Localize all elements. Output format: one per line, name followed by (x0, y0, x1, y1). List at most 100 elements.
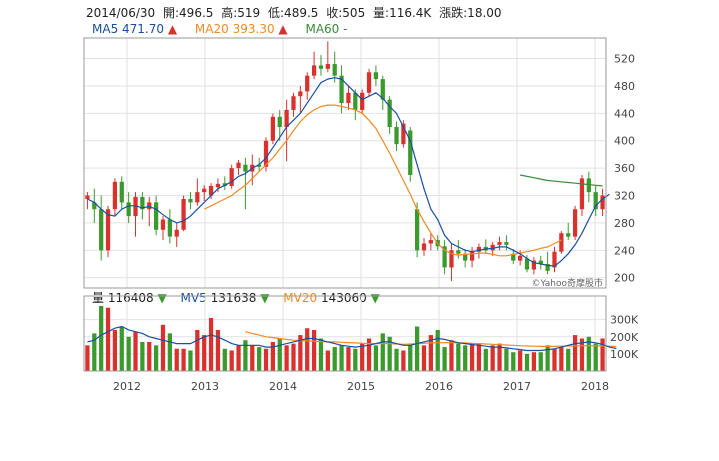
volume-bar (167, 333, 172, 371)
volume-y-tick-label: 200K (610, 331, 639, 344)
price-grid (84, 38, 606, 288)
candle-body (140, 196, 145, 210)
volume-y-tick-label: 100K (610, 348, 639, 361)
candle-body (442, 246, 447, 268)
candle-body (305, 75, 310, 92)
volume-bar (195, 329, 200, 371)
ma20-value: 393.30 (232, 22, 275, 36)
x-tick-label: 2017 (503, 380, 531, 393)
candle-body (318, 65, 324, 69)
volume-bar (538, 352, 543, 371)
candle-body (600, 195, 605, 210)
candle-body (428, 240, 433, 244)
price-y-tick-label: 240 (614, 244, 635, 257)
volume-bar (394, 348, 399, 371)
watermark: ©Yahoo奇摩股市 (532, 277, 604, 289)
candle-body (133, 196, 138, 217)
volume-bar (311, 329, 317, 371)
volume-bar (353, 348, 358, 371)
volume-bar (545, 345, 550, 371)
volume-down-arrow-icon: ▼ (157, 291, 167, 305)
candle-body (360, 92, 365, 110)
candle-body (531, 260, 537, 270)
ma5-line (87, 77, 610, 267)
volume-bar (147, 341, 152, 371)
volume-bar (236, 345, 241, 371)
candle-body (270, 116, 276, 141)
mv5-legend: MV5 131638 ▼ (181, 291, 274, 305)
x-tick-label: 2013 (191, 380, 219, 393)
volume-bar (215, 329, 221, 371)
volume-bar (133, 331, 138, 371)
candle-body (257, 164, 262, 167)
volume-bar (552, 348, 557, 371)
ma5-label: MA5 (92, 22, 119, 36)
mv5-line (87, 325, 617, 352)
candle-body (511, 253, 516, 261)
x-tick-label: 2014 (269, 380, 297, 393)
candle-body (572, 209, 578, 237)
price-y-tick-label: 440 (614, 107, 635, 120)
volume-bar (202, 335, 207, 371)
candle-body (373, 72, 379, 80)
volume-bar (243, 340, 248, 371)
volume-bar (469, 343, 475, 371)
volume-bar (476, 343, 482, 371)
axis-labels: 2012 2013 2014 2015 2016 2017 2018 200 240 280 320… (113, 53, 639, 393)
ma60-line (519, 174, 603, 187)
volume-bar (449, 340, 454, 371)
volume-legend-item: 量 116408 ▼ (92, 291, 171, 305)
candle-body (518, 255, 523, 261)
quote-open: 開:496.5 (163, 6, 214, 20)
volume-bar (531, 352, 537, 371)
x-tick-label: 2015 (347, 380, 375, 393)
price-y-tick-label: 200 (614, 272, 635, 285)
candle-body (366, 72, 372, 93)
volume-bar (593, 343, 598, 371)
candle-body (456, 250, 461, 254)
candle-body (408, 130, 413, 175)
x-tick-label: 2016 (425, 380, 453, 393)
volume-bar (600, 338, 605, 371)
volume-bar (387, 336, 392, 371)
ma60-legend: MA60 - (305, 22, 347, 36)
candle-body (236, 162, 241, 169)
candle-body (476, 246, 482, 252)
volume-bar (401, 350, 406, 371)
ma-legend: MA5 471.70 ▲ MA20 393.30 ▲ MA60 - (92, 22, 362, 36)
volume-bar (490, 345, 495, 371)
volume-bar (291, 343, 296, 371)
volume-bar (566, 348, 571, 371)
mv20-label: MV20 (283, 291, 318, 305)
quote-close: 收:505 (326, 6, 366, 20)
volume-bar (497, 343, 502, 371)
candle-body (147, 202, 152, 210)
candle-body (167, 219, 172, 237)
volume-bar (346, 347, 351, 371)
ma60-value: - (343, 22, 348, 36)
candle-body (160, 219, 166, 230)
quote-volume: 量:116.4K (373, 6, 432, 20)
candle-body (243, 164, 248, 172)
x-tick-label: 2012 (113, 380, 141, 393)
candles (85, 41, 605, 282)
candle-body (112, 181, 118, 210)
candle-body (202, 188, 207, 193)
volume-value: 116408 (107, 291, 154, 305)
volume-bar (572, 335, 578, 371)
candle-body (339, 75, 344, 104)
candle-body (593, 192, 598, 210)
candle-body (105, 209, 111, 251)
volume-bar (518, 350, 523, 371)
price-y-tick-label: 280 (614, 217, 635, 230)
volume-bar (511, 352, 516, 371)
volume-bar (250, 345, 255, 371)
volume-bar (524, 353, 530, 371)
volume-bar (360, 343, 365, 371)
volume-bar (442, 347, 447, 371)
price-y-tick-label: 360 (614, 162, 635, 175)
volume-bar (119, 326, 124, 371)
mv20-down-arrow-icon: ▼ (370, 291, 380, 305)
volume-bar (160, 324, 166, 371)
